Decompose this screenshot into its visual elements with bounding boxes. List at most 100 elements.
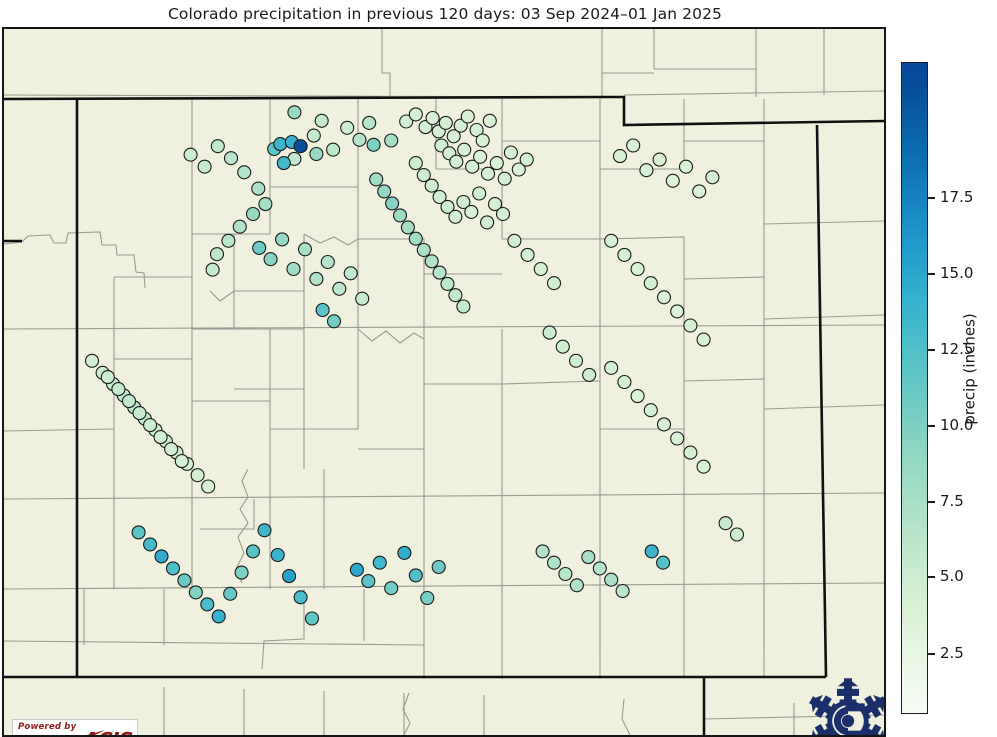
station-marker[interactable] — [683, 318, 698, 333]
station-marker[interactable] — [482, 113, 497, 128]
station-marker[interactable] — [457, 142, 472, 157]
station-marker[interactable] — [183, 147, 198, 162]
station-marker[interactable] — [480, 166, 496, 181]
station-marker[interactable] — [164, 442, 179, 457]
station-marker[interactable] — [286, 261, 301, 277]
station-marker[interactable] — [416, 168, 431, 183]
station-marker[interactable] — [533, 261, 548, 277]
station-marker[interactable] — [209, 247, 225, 262]
station-marker[interactable] — [232, 219, 247, 234]
station-marker[interactable] — [581, 550, 596, 565]
station-marker[interactable] — [440, 276, 455, 291]
station-marker[interactable] — [639, 163, 654, 178]
station-marker[interactable] — [263, 252, 278, 267]
station-marker[interactable] — [297, 242, 313, 257]
station-marker[interactable] — [270, 547, 285, 563]
station-marker[interactable] — [432, 265, 447, 280]
station-marker[interactable] — [670, 304, 685, 319]
station-marker[interactable] — [237, 165, 252, 180]
station-marker[interactable] — [273, 137, 288, 152]
station-marker[interactable] — [211, 609, 226, 624]
station-marker[interactable] — [431, 559, 446, 575]
station-marker[interactable] — [223, 586, 238, 601]
station-marker[interactable] — [665, 173, 680, 188]
station-marker[interactable] — [460, 109, 475, 124]
station-marker[interactable] — [652, 152, 667, 167]
station-marker[interactable] — [507, 233, 522, 248]
station-marker[interactable] — [221, 233, 236, 248]
station-marker[interactable] — [234, 565, 249, 580]
station-marker[interactable] — [555, 339, 570, 354]
station-marker[interactable] — [355, 291, 370, 306]
station-marker[interactable] — [223, 151, 239, 166]
station-marker[interactable] — [174, 454, 189, 469]
station-marker[interactable] — [456, 194, 471, 210]
station-marker[interactable] — [416, 242, 431, 258]
station-marker[interactable] — [372, 555, 387, 570]
station-marker[interactable] — [392, 208, 408, 223]
station-marker[interactable] — [604, 360, 619, 375]
station-marker[interactable] — [400, 220, 415, 235]
station-marker[interactable] — [384, 581, 399, 596]
station-marker[interactable] — [546, 555, 562, 570]
map-panel[interactable]: Powered by ACIS Regional Climate Centers — [2, 27, 886, 737]
station-marker[interactable] — [293, 590, 308, 605]
station-marker[interactable] — [683, 445, 698, 460]
station-marker[interactable] — [473, 149, 488, 164]
station-marker[interactable] — [696, 459, 711, 474]
station-marker[interactable] — [275, 232, 290, 247]
station-marker[interactable] — [424, 254, 439, 269]
station-marker[interactable] — [729, 527, 745, 542]
station-marker[interactable] — [472, 186, 487, 201]
station-marker[interactable] — [480, 215, 495, 230]
station-marker[interactable] — [420, 590, 435, 606]
station-marker[interactable] — [558, 566, 573, 582]
station-marker[interactable] — [617, 247, 632, 262]
station-marker[interactable] — [385, 196, 400, 211]
station-marker[interactable] — [251, 181, 266, 196]
station-marker[interactable] — [349, 562, 364, 577]
station-marker[interactable] — [424, 178, 439, 193]
station-marker[interactable] — [503, 145, 518, 160]
colorbar[interactable]: 17.5 15.0 12.5 10.0 7.5 5.0 2.5 — [901, 62, 973, 714]
station-marker[interactable] — [314, 113, 329, 128]
station-marker[interactable] — [469, 122, 484, 138]
station-marker[interactable] — [432, 189, 447, 205]
station-marker[interactable] — [366, 137, 381, 152]
station-marker[interactable] — [210, 139, 225, 154]
station-marker[interactable] — [696, 332, 711, 347]
station-marker[interactable] — [440, 199, 455, 214]
station-marker[interactable] — [612, 149, 628, 164]
station-marker[interactable] — [446, 129, 461, 144]
station-marker[interactable] — [546, 276, 562, 291]
station-marker[interactable] — [252, 240, 267, 255]
station-marker[interactable] — [464, 204, 479, 219]
station-marker[interactable] — [568, 353, 584, 368]
station-marker[interactable] — [153, 430, 168, 445]
station-marker[interactable] — [326, 314, 342, 329]
station-marker[interactable] — [448, 209, 463, 224]
station-marker[interactable] — [121, 394, 137, 409]
station-marker[interactable] — [643, 403, 658, 418]
station-marker[interactable] — [718, 516, 733, 531]
station-marker[interactable] — [332, 281, 347, 296]
station-marker[interactable] — [362, 115, 377, 130]
station-marker[interactable] — [495, 206, 511, 222]
station-marker[interactable] — [143, 418, 158, 433]
station-marker[interactable] — [369, 172, 384, 187]
station-marker[interactable] — [315, 302, 330, 318]
station-marker[interactable] — [425, 110, 440, 126]
station-marker[interactable] — [245, 206, 261, 222]
station-marker[interactable] — [656, 555, 671, 570]
station-marker[interactable] — [340, 120, 355, 135]
station-marker[interactable] — [617, 374, 632, 390]
station-marker[interactable] — [465, 159, 480, 174]
station-marker[interactable] — [131, 525, 146, 540]
station-marker[interactable] — [453, 118, 468, 133]
station-marker[interactable] — [630, 389, 645, 404]
station-marker[interactable] — [520, 247, 535, 262]
station-marker[interactable] — [670, 431, 685, 446]
station-marker[interactable] — [408, 231, 423, 246]
station-marker[interactable] — [644, 544, 659, 559]
station-marker[interactable] — [84, 353, 100, 368]
